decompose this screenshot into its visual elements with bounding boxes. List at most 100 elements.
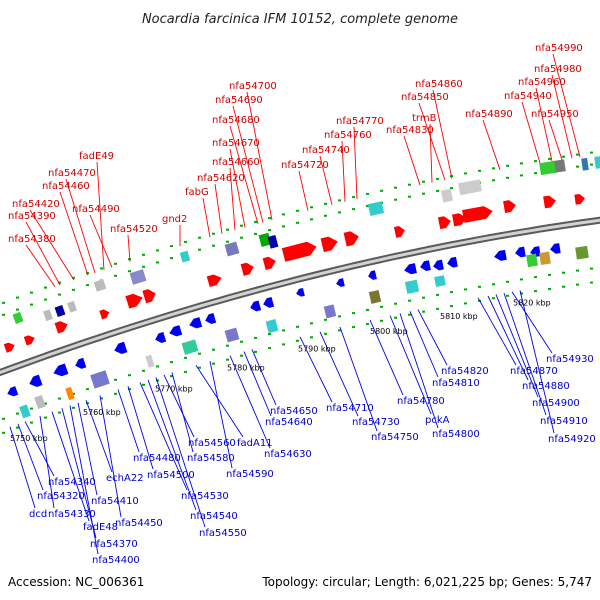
reverse-gene [205, 313, 217, 325]
reverse-gene [336, 278, 345, 287]
accession-text: Accession: NC_006361 [8, 575, 144, 589]
track-tick [44, 298, 47, 301]
track-tick [198, 352, 201, 355]
track-tick [520, 174, 523, 177]
reverse-leader-line [69, 405, 99, 555]
reverse-gene-label: nfa54630 [264, 449, 312, 460]
track-tick [184, 356, 187, 359]
feature-box [404, 279, 420, 294]
reverse-gene-label: nfa54800 [432, 429, 480, 440]
reverse-leader-line [209, 361, 233, 469]
reverse-leader-line [409, 311, 439, 378]
track-tick [268, 333, 271, 336]
reverse-leader-line [251, 349, 277, 406]
forward-gene [54, 321, 68, 334]
forward-gene-label: nfa54890 [465, 109, 513, 120]
forward-gene-label: nfa54940 [504, 91, 552, 102]
forward-leader-line [319, 155, 333, 206]
forward-gene [437, 216, 451, 230]
forward-leader-line [232, 105, 264, 223]
track-tick [44, 402, 47, 405]
track-tick [436, 177, 439, 180]
reverse-leader-line [155, 377, 206, 528]
forward-leader-line [214, 183, 223, 234]
forward-gene-label: nfa54620 [197, 173, 245, 184]
track-tick [142, 253, 145, 256]
track-tick [184, 370, 187, 373]
feature-box [440, 188, 454, 203]
forward-leader-line [552, 53, 581, 158]
track-tick [548, 287, 551, 290]
track-tick [338, 211, 341, 214]
reverse-leader-line [85, 399, 113, 473]
track-tick [142, 265, 145, 268]
reverse-gene-label: echA22 [106, 473, 144, 484]
reverse-gene-label: nfa54580 [187, 453, 235, 464]
track-tick [198, 248, 201, 251]
feature-box [43, 309, 53, 322]
reverse-leader-line [399, 313, 439, 429]
track-tick [16, 296, 19, 299]
reverse-gene [53, 363, 69, 377]
track-tick [296, 221, 299, 224]
track-tick [534, 172, 537, 175]
track-tick [128, 270, 131, 273]
track-tick [576, 165, 579, 168]
track-tick [72, 392, 75, 395]
track-tick [436, 189, 439, 192]
track-tick [590, 267, 593, 270]
forward-gene-label: nfa54460 [42, 181, 90, 192]
forward-leader-line [535, 87, 553, 162]
reverse-leader-line [495, 294, 539, 398]
track-tick [506, 176, 509, 179]
track-tick [72, 276, 75, 279]
feature-box [129, 269, 147, 285]
forward-leader-line [59, 191, 89, 276]
track-tick [422, 296, 425, 299]
track-tick [282, 213, 285, 216]
track-tick [2, 417, 5, 420]
track-tick [450, 291, 453, 294]
track-tick [44, 286, 47, 289]
reverse-gene-label: nfa54340 [48, 477, 96, 488]
track-tick [198, 236, 201, 239]
track-tick [16, 308, 19, 311]
reverse-leader-line [163, 374, 195, 438]
track-tick [324, 318, 327, 321]
reverse-leader-line [24, 421, 55, 477]
reverse-leader-line [487, 295, 529, 381]
forward-gene [451, 213, 467, 227]
reverse-gene-label: nfa54530 [181, 491, 229, 502]
track-tick [394, 186, 397, 189]
track-tick [310, 322, 313, 325]
reverse-gene [515, 246, 526, 258]
track-tick [394, 198, 397, 201]
track-tick [198, 366, 201, 369]
reverse-gene [75, 357, 87, 369]
track-tick [394, 316, 397, 319]
track-tick [72, 406, 75, 409]
track-tick [254, 336, 257, 339]
feature-box [90, 370, 110, 389]
forward-gene [543, 195, 556, 209]
forward-gene-label: nfa54830 [386, 125, 434, 136]
reverse-gene [447, 256, 458, 268]
forward-gene [320, 236, 338, 253]
track-tick [492, 297, 495, 300]
forward-gene-label: nfa54740 [302, 145, 350, 156]
feature-box [294, 230, 306, 243]
reverse-gene [155, 331, 167, 343]
reverse-leader-line [171, 372, 194, 453]
track-tick [156, 261, 159, 264]
track-tick [352, 196, 355, 199]
track-tick [114, 378, 117, 381]
forward-leader-line [229, 125, 259, 224]
forward-leader-line [89, 214, 113, 268]
feature-box [434, 275, 446, 287]
forward-leader-line [353, 126, 358, 200]
reverse-gene [7, 386, 19, 397]
forward-gene-label: fadE49 [79, 151, 114, 162]
forward-leader-line [548, 119, 563, 160]
forward-leader-line [551, 74, 573, 159]
